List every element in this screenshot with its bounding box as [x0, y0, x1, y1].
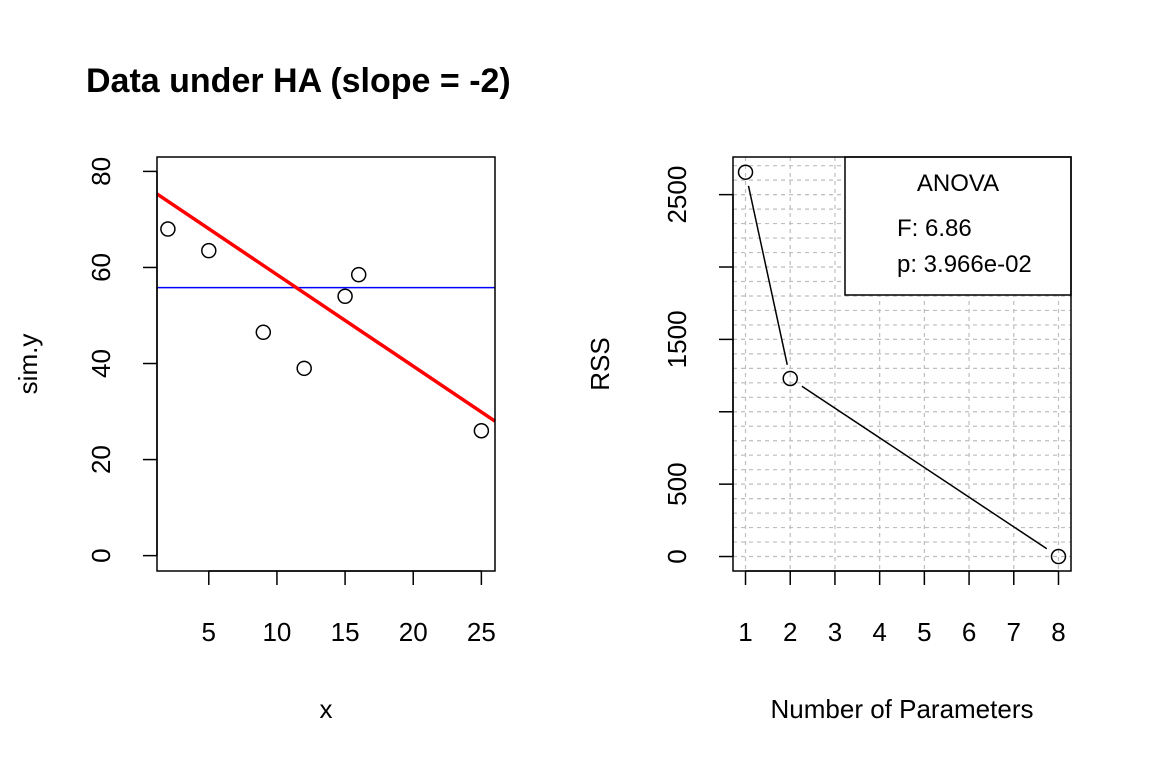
scatter-x-tick-label: 25 — [467, 617, 496, 647]
rss-x-tick-label: 6 — [962, 617, 976, 647]
rss-points — [737, 164, 1067, 565]
rss-x-tick-label: 4 — [872, 617, 886, 647]
scatter-x-axis: 5 10 15 20 25 — [202, 570, 496, 647]
rss-y-tick-label: 1500 — [662, 310, 692, 368]
scatter-x-tick-label: 10 — [262, 617, 291, 647]
scatter-x-tick-label: 20 — [399, 617, 428, 647]
rss-y-tick-label: 0 — [662, 549, 692, 563]
scatter-y-axis-label: sim.y — [13, 334, 43, 395]
rss-x-tick-label: 7 — [1007, 617, 1021, 647]
anova-legend: ANOVA F: 6.86 p: 3.966e-02 — [844, 156, 1072, 296]
rss-line-segment — [747, 185, 788, 365]
scatter-point — [337, 288, 353, 305]
scatter-x-axis-label: x — [320, 694, 333, 724]
rss-y-tick-label: 500 — [662, 462, 692, 505]
scatter-point — [350, 266, 367, 283]
ha-regression-line — [156, 192, 496, 423]
scatter-panel: 5 10 15 20 25 0 20 40 60 80 x sim.y — [13, 156, 496, 724]
rss-grid — [733, 157, 1071, 571]
rss-point — [737, 164, 754, 180]
scatter-y-tick-label: 80 — [86, 157, 116, 186]
scatter-x-tick-label: 15 — [331, 617, 360, 647]
anova-legend-title: ANOVA — [917, 170, 999, 197]
anova-p-value: p: 3.966e-02 — [897, 251, 1032, 278]
scatter-y-axis: 0 20 40 60 80 — [86, 157, 158, 563]
scatter-point — [296, 360, 312, 377]
scatter-point — [473, 423, 490, 439]
scatter-plot-frame — [156, 156, 496, 572]
rss-x-tick-label: 3 — [828, 617, 842, 647]
rss-line — [747, 185, 1048, 550]
rss-point — [782, 370, 798, 387]
rss-x-tick-label: 1 — [738, 617, 752, 647]
rss-y-tick-label: 2500 — [662, 166, 692, 224]
scatter-point — [255, 324, 272, 341]
scatter-fit-lines — [156, 192, 496, 423]
rss-x-tick-label: 8 — [1051, 617, 1065, 647]
scatter-y-tick-label: 20 — [86, 445, 116, 474]
scatter-x-tick-label: 5 — [202, 617, 216, 647]
anova-f-statistic: F: 6.86 — [897, 215, 972, 242]
scatter-point — [160, 221, 176, 237]
figure-title: Data under HA (slope = -2) — [86, 62, 511, 100]
scatter-y-tick-label: 60 — [86, 253, 116, 282]
scatter-point — [201, 242, 217, 259]
rss-y-axis: 0 500 1500 2500 — [662, 166, 734, 564]
rss-x-tick-label: 5 — [917, 617, 931, 647]
rss-line-segment — [801, 385, 1048, 550]
rss-x-tick-label: 2 — [783, 617, 797, 647]
rss-y-axis-label: RSS — [585, 337, 615, 390]
scatter-y-tick-label: 40 — [86, 349, 116, 378]
rss-x-axis-label: Number of Parameters — [771, 694, 1034, 724]
scatter-points — [160, 221, 490, 439]
anova-legend-box — [844, 156, 1072, 296]
rss-point — [1050, 548, 1067, 565]
scatter-y-tick-label: 0 — [86, 548, 116, 562]
